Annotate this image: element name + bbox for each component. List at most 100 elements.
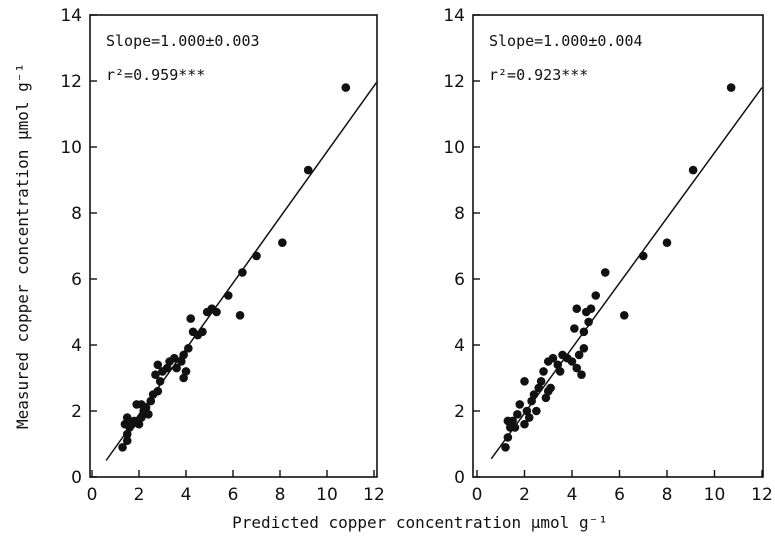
left-x-tick-labels: 0 2 4 6 8 10 12 [87, 485, 385, 505]
data-point [555, 367, 565, 376]
data-point [527, 396, 536, 406]
data-point [546, 383, 555, 393]
data-point [169, 353, 179, 363]
right-slope-annotation: Slope=1.000±0.004 [489, 32, 643, 50]
data-point [181, 367, 191, 376]
data-point [153, 386, 163, 396]
y-tick-label: 4 [71, 336, 82, 356]
data-point [548, 353, 558, 363]
data-point [726, 83, 736, 92]
x-axis-title: Predicted copper concentration μmol g⁻¹ [232, 513, 608, 532]
data-point [184, 344, 193, 353]
data-point [579, 327, 589, 337]
left-slope-annotation: Slope=1.000±0.003 [106, 32, 260, 50]
data-point [172, 363, 181, 373]
data-point [501, 443, 510, 452]
x-tick-label: 8 [662, 485, 673, 505]
y-axis-title: Measured copper concentration μmol g⁻¹ [13, 63, 32, 429]
data-point [146, 396, 156, 406]
x-tick-label: 4 [567, 485, 578, 505]
data-point [122, 429, 132, 439]
data-point [532, 406, 541, 416]
x-tick-label: 10 [704, 485, 726, 505]
x-tick-label: 6 [614, 485, 625, 505]
left-y-tick-labels: 0 2 4 6 8 10 12 14 [60, 6, 82, 488]
right-plot-frame [472, 14, 764, 478]
data-point [529, 390, 539, 399]
data-point [144, 410, 153, 419]
y-tick-label: 6 [454, 270, 465, 290]
left-r2-annotation: r²=0.959*** [106, 66, 205, 84]
y-tick-label: 2 [454, 402, 465, 422]
x-tick-label: 0 [472, 485, 483, 505]
data-point [539, 367, 548, 376]
data-point [520, 377, 529, 386]
data-point [522, 406, 532, 416]
data-point [541, 393, 551, 403]
data-point [591, 291, 601, 300]
data-point [212, 307, 221, 317]
data-point [252, 251, 261, 261]
data-point [584, 317, 593, 327]
data-point [235, 311, 245, 320]
data-point [137, 413, 146, 422]
y-tick-label: 4 [454, 336, 465, 356]
data-point [534, 383, 544, 393]
data-point [662, 238, 672, 247]
x-tick-label: 0 [87, 485, 98, 505]
x-tick-label: 10 [316, 485, 338, 505]
data-point [577, 370, 586, 380]
data-point [122, 436, 132, 446]
y-tick-label: 8 [71, 204, 82, 224]
y-tick-label: 0 [71, 468, 82, 488]
data-point [536, 377, 546, 386]
data-point [151, 370, 160, 380]
data-point [515, 400, 525, 409]
data-point [510, 423, 520, 432]
y-tick-label: 10 [443, 138, 465, 158]
data-point [118, 443, 127, 452]
y-tick-label: 12 [443, 72, 465, 92]
data-point [122, 413, 132, 422]
y-tick-label: 8 [454, 204, 465, 224]
data-point [238, 268, 247, 277]
data-point [153, 360, 163, 370]
data-point [638, 251, 648, 261]
data-point [177, 357, 186, 366]
data-point [224, 291, 233, 300]
data-point [619, 311, 629, 320]
data-point [572, 363, 582, 373]
right-data-points [501, 83, 736, 452]
data-point [278, 238, 287, 247]
y-tick-label: 2 [71, 402, 82, 422]
data-point [186, 314, 195, 323]
x-tick-label: 12 [751, 485, 773, 505]
data-point [503, 416, 513, 426]
right-r2-annotation: r²=0.923*** [489, 66, 588, 84]
x-tick-label: 12 [363, 485, 385, 505]
x-tick-label: 2 [519, 485, 530, 505]
data-point [134, 419, 144, 429]
data-point [198, 327, 207, 337]
data-point [137, 400, 146, 409]
right-axis-ticks [473, 14, 763, 478]
data-point [179, 373, 188, 383]
data-point [567, 357, 577, 366]
y-tick-label: 6 [71, 270, 82, 290]
data-point [513, 410, 522, 419]
data-point [570, 324, 579, 333]
y-tick-label: 12 [60, 72, 82, 92]
data-point [341, 83, 351, 92]
data-point [524, 413, 534, 422]
left-plot-frame [89, 14, 378, 478]
x-tick-label: 8 [275, 485, 286, 505]
data-point [162, 363, 172, 373]
data-point [688, 165, 698, 175]
x-tick-label: 6 [228, 485, 239, 505]
y-tick-label: 0 [454, 468, 465, 488]
right-x-tick-labels: 0 2 4 6 8 10 12 [472, 485, 773, 505]
data-point [600, 268, 610, 277]
data-point [574, 350, 584, 360]
